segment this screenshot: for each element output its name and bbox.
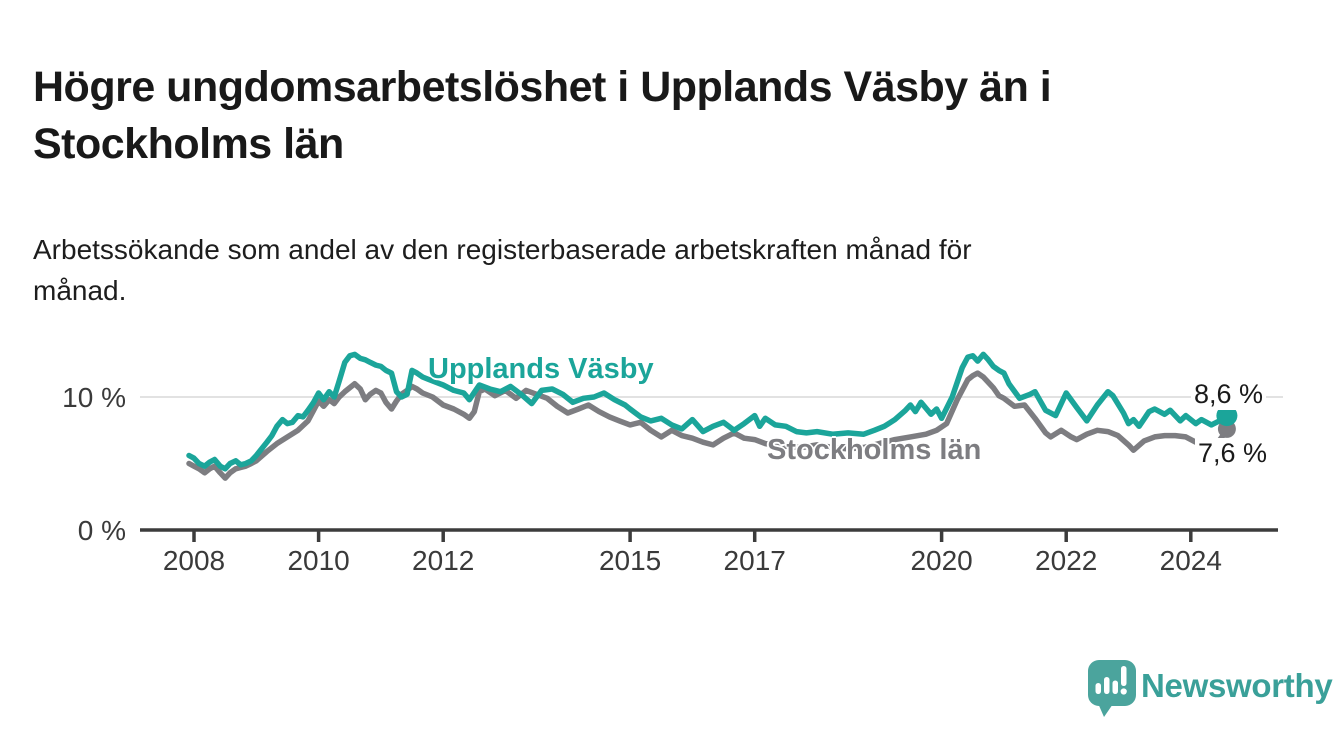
x-axis-tick-label-2008: 2008 bbox=[163, 545, 225, 576]
page-title-line2: Stockholms län bbox=[33, 119, 344, 168]
x-axis-tick-label-2017: 2017 bbox=[724, 545, 786, 576]
newsworthy-logo-text: Newsworthy bbox=[1141, 667, 1333, 704]
page-title-line1: Högre ungdomsarbetslöshet i Upplands Väs… bbox=[33, 62, 1052, 111]
chart-subtitle: Arbetssökande som andel av den registerb… bbox=[33, 229, 972, 311]
series-line-1 bbox=[186, 370, 1230, 481]
series-label-stockholms-lan: Stockholms län bbox=[767, 434, 982, 466]
series-label-upplands-vasby: Upplands Väsby bbox=[428, 353, 654, 385]
x-axis-tick-label-2012: 2012 bbox=[412, 545, 474, 576]
end-value-label-stockholms-lan: 7,6 % bbox=[1195, 438, 1271, 469]
chart-subtitle-line2: månad. bbox=[33, 275, 127, 306]
x-axis-tick-label-2015: 2015 bbox=[599, 545, 661, 576]
x-axis-tick-label-2010: 2010 bbox=[287, 545, 349, 576]
chart-subtitle-line1: Arbetssökande som andel av den registerb… bbox=[33, 234, 972, 265]
x-axis-tick-label-2024: 2024 bbox=[1160, 545, 1222, 576]
series-end-dot-0 bbox=[1216, 405, 1238, 427]
x-axis-tick-label-2020: 2020 bbox=[910, 545, 972, 576]
end-value-label-upplands-vasby: 8,6 % bbox=[1191, 379, 1267, 410]
y-axis-tick-label-0: 0 % bbox=[78, 515, 126, 546]
y-axis-tick-label-10: 10 % bbox=[62, 382, 126, 413]
x-axis-tick-label-2022: 2022 bbox=[1035, 545, 1097, 576]
series-line-0 bbox=[186, 351, 1230, 472]
page-title: Högre ungdomsarbetslöshet i Upplands Väs… bbox=[33, 59, 1052, 173]
newsworthy-logo-icon bbox=[1088, 660, 1136, 717]
